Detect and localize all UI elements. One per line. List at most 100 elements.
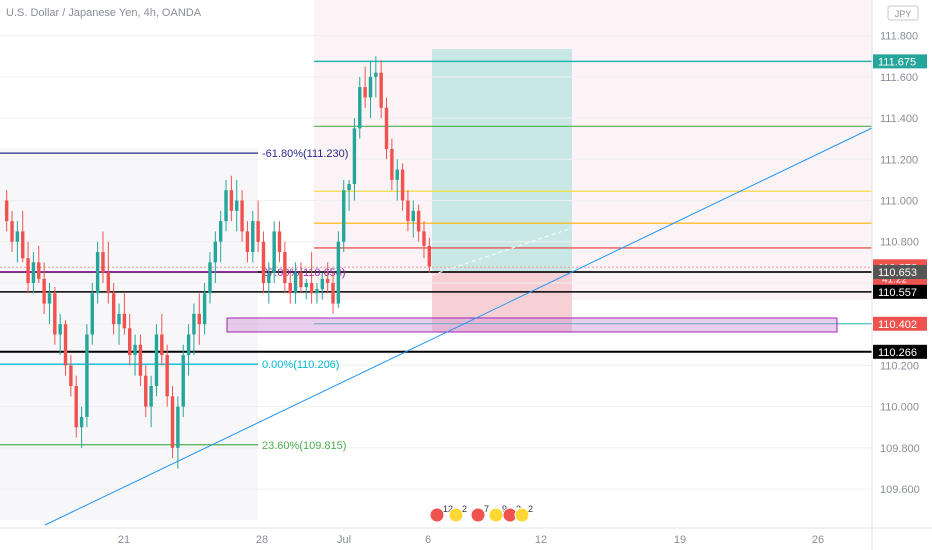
candle-body[interactable] <box>245 231 250 253</box>
candle-body[interactable] <box>422 231 426 246</box>
candle-body[interactable] <box>186 334 191 356</box>
event-icon[interactable] <box>448 507 464 523</box>
candle-body[interactable] <box>224 190 228 222</box>
candle-body[interactable] <box>117 313 121 325</box>
candle-body[interactable] <box>144 375 148 407</box>
candle-body[interactable] <box>309 282 314 294</box>
candle-body[interactable] <box>368 76 373 98</box>
event-icon[interactable] <box>470 507 486 523</box>
candle-body[interactable] <box>352 128 357 185</box>
candle-body[interactable] <box>218 221 223 242</box>
candle-body[interactable] <box>325 278 330 283</box>
candle-body[interactable] <box>85 334 89 417</box>
event-icon[interactable] <box>488 507 504 523</box>
candle-body[interactable] <box>21 231 25 259</box>
currency-badge[interactable]: JPY <box>887 5 919 21</box>
candle-body[interactable] <box>320 278 325 290</box>
candle-body[interactable] <box>208 262 212 294</box>
candle-body[interactable] <box>37 262 41 279</box>
candle-body[interactable] <box>133 344 137 356</box>
currency-badge-frame[interactable] <box>887 5 919 21</box>
candle-body[interactable] <box>256 221 260 242</box>
event-icon[interactable] <box>429 507 445 523</box>
time-tick-label: 26 <box>812 534 824 546</box>
candle-body[interactable] <box>288 282 292 294</box>
price-tick-label: 110.000 <box>880 402 919 414</box>
candle-body[interactable] <box>379 72 383 108</box>
candle-body[interactable] <box>202 293 207 325</box>
candle-body[interactable] <box>128 328 132 356</box>
candle-body[interactable] <box>272 231 276 273</box>
candle-body[interactable] <box>122 313 127 329</box>
event-count: 2 <box>462 504 467 514</box>
candle-body[interactable] <box>400 169 405 201</box>
candle-body[interactable] <box>26 258 30 283</box>
candle-body[interactable] <box>138 344 143 376</box>
candle-body[interactable] <box>53 293 57 335</box>
price-label: 110.557 <box>878 287 917 299</box>
projection-line <box>431 227 573 276</box>
candle-body[interactable] <box>336 241 341 304</box>
candle-body[interactable] <box>95 252 100 294</box>
candle-body[interactable] <box>299 272 303 288</box>
candle-body[interactable] <box>283 252 287 283</box>
candle-body[interactable] <box>416 210 421 232</box>
economic-events[interactable]: 1227922 <box>429 504 533 523</box>
candle-body[interactable] <box>170 396 175 448</box>
candle-body[interactable] <box>358 87 362 129</box>
candle-body[interactable] <box>149 386 153 407</box>
candle-body[interactable] <box>304 282 308 288</box>
candle-body[interactable] <box>331 282 335 304</box>
candle-body[interactable] <box>374 72 378 77</box>
candle-body[interactable] <box>47 293 52 304</box>
candle-body[interactable] <box>101 252 105 273</box>
candle-body[interactable] <box>363 87 367 98</box>
candle-body[interactable] <box>277 231 282 253</box>
candle-body[interactable] <box>15 231 20 242</box>
candle-body[interactable] <box>315 289 319 294</box>
candle-body[interactable] <box>90 293 94 335</box>
candle-body[interactable] <box>111 293 116 325</box>
candle-body[interactable] <box>31 262 36 283</box>
candle-body[interactable] <box>192 313 196 335</box>
candle-body[interactable] <box>251 221 255 253</box>
trendline[interactable] <box>44 127 873 526</box>
candle-body[interactable] <box>395 169 399 180</box>
candle-body[interactable] <box>427 245 432 267</box>
event-count: 2 <box>528 504 533 514</box>
candle-body[interactable] <box>69 365 73 387</box>
candle-body[interactable] <box>342 190 346 242</box>
candle-body[interactable] <box>240 200 244 232</box>
candle-body[interactable] <box>384 107 389 149</box>
candle-body[interactable] <box>347 184 351 191</box>
candle-body[interactable] <box>411 210 415 222</box>
candle-body[interactable] <box>79 416 84 428</box>
candle-body[interactable] <box>154 334 159 387</box>
event-icon[interactable] <box>514 507 530 523</box>
candle-body[interactable] <box>390 148 394 180</box>
candle-body[interactable] <box>213 241 218 263</box>
candle-body[interactable] <box>165 355 169 397</box>
candle-body[interactable] <box>235 200 239 211</box>
time-tick-label: 19 <box>674 534 686 546</box>
candle-body[interactable] <box>293 272 298 294</box>
event-count: 7 <box>484 504 489 514</box>
candle-body[interactable] <box>58 324 62 335</box>
candle-body[interactable] <box>267 272 271 283</box>
candle-body[interactable] <box>229 190 234 211</box>
candle-body[interactable] <box>106 272 111 294</box>
support-zone-box[interactable] <box>226 317 838 333</box>
candle-body[interactable] <box>74 386 78 428</box>
candle-body[interactable] <box>63 324 68 366</box>
candle-body[interactable] <box>197 313 201 325</box>
candle-body[interactable] <box>160 334 164 356</box>
candle-body[interactable] <box>42 278 46 304</box>
fib-label: -61.80%(111.230) <box>262 148 348 160</box>
candle-body[interactable] <box>181 355 185 407</box>
candle-body[interactable] <box>4 200 9 222</box>
candle-body[interactable] <box>176 406 180 448</box>
candle-body[interactable] <box>406 200 410 222</box>
candle-body[interactable] <box>261 241 266 283</box>
candle-body[interactable] <box>10 221 14 242</box>
